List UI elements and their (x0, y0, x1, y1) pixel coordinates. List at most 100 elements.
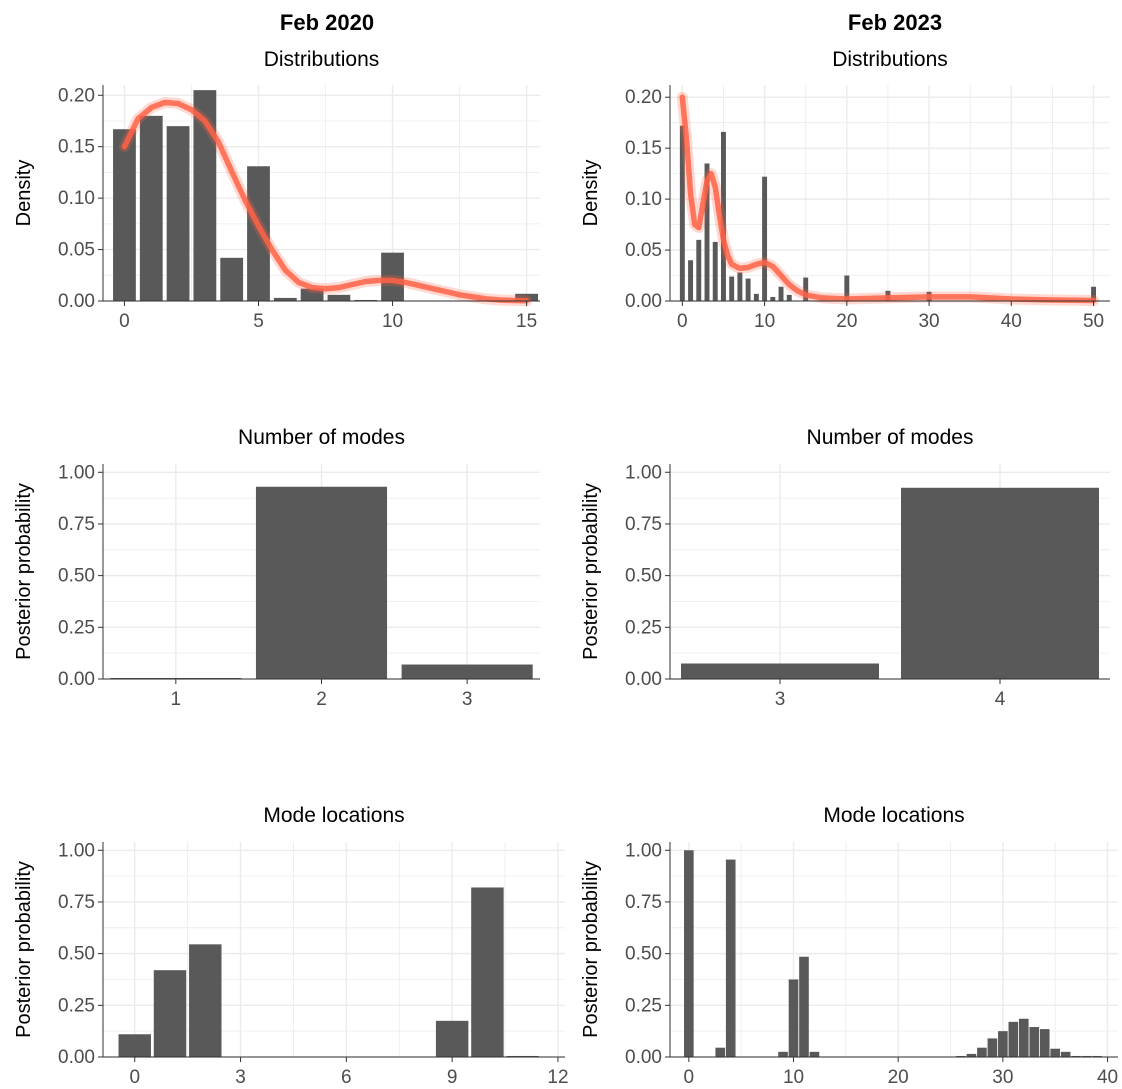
bar (803, 277, 809, 301)
x-tick-label: 50 (1083, 311, 1104, 332)
panel-number-of-modes-2023: Number of modes Posterior probability 0.00… (580, 426, 1110, 710)
bar (153, 970, 187, 1057)
panel-distributions-2023: Distributions Density 0.00 0.05 0.10 0.15 0.20… (580, 48, 1110, 332)
y-axis-label: Posterior probability (580, 483, 602, 660)
bar (998, 1031, 1008, 1057)
bar (1018, 1018, 1029, 1057)
panel-title: Distributions (832, 48, 948, 71)
bar (471, 887, 504, 1057)
bar (193, 90, 217, 302)
bar (1092, 1055, 1102, 1057)
bar (1071, 1055, 1081, 1057)
bar (401, 664, 533, 679)
panel-mode-locations-2023: Mode locations Posterior probability 0.00 0… (580, 804, 1118, 1088)
y-tick-label: 0.20 (58, 85, 95, 106)
y-tick-label: 0.75 (58, 514, 95, 535)
y-tick-label: 0.05 (58, 240, 95, 261)
y-tick-label: 0.00 (58, 1047, 95, 1068)
x-tick-label: 30 (992, 1067, 1013, 1088)
bar (381, 252, 404, 301)
bar (435, 1020, 469, 1057)
bar (715, 1047, 726, 1057)
bar (679, 125, 685, 301)
bar (809, 1051, 820, 1057)
bar (1029, 1027, 1040, 1057)
column-header-right: Feb 2023 (848, 10, 942, 35)
bar (688, 260, 694, 301)
y-tick-label: 0.15 (58, 137, 95, 158)
y-tick-label: 0.05 (625, 240, 662, 261)
panel-mode-locations-2020: Mode locations Posterior probability 0.00 0… (13, 804, 569, 1088)
y-tick-label: 0.20 (625, 87, 662, 108)
y-tick-label: 1.00 (58, 462, 95, 483)
bar (977, 1047, 987, 1057)
bar (745, 278, 751, 301)
x-tick-label: 20 (888, 1067, 909, 1088)
bars (684, 850, 1102, 1057)
y-tick-label: 1.00 (625, 462, 662, 483)
x-tick-label: 12 (547, 1067, 568, 1088)
bar (778, 286, 784, 301)
bar (778, 1051, 788, 1057)
x-tick-label: 3 (462, 689, 473, 710)
x-tick-label: 30 (918, 311, 939, 332)
y-tick-label: 0.25 (625, 617, 662, 638)
bar (506, 1055, 539, 1057)
bar (1081, 1055, 1092, 1057)
panel-title: Number of modes (238, 426, 405, 449)
bar (300, 288, 324, 301)
bar (189, 944, 222, 1057)
x-tick-label: 20 (836, 311, 857, 332)
y-axis-label: Density (580, 160, 602, 227)
x-tick-label: 4 (995, 689, 1006, 710)
y-tick-label: 0.15 (625, 138, 662, 159)
x-tick-label: 3 (235, 1067, 246, 1088)
bar (725, 859, 736, 1057)
bar (844, 275, 850, 301)
bar (220, 257, 244, 301)
panel-title: Number of modes (807, 426, 974, 449)
bar (1091, 286, 1097, 301)
bar (956, 1055, 966, 1057)
x-tick-label: 5 (253, 311, 264, 332)
bar (1008, 1021, 1019, 1057)
bar (1050, 1048, 1061, 1057)
bar (770, 296, 776, 301)
bar (273, 297, 297, 301)
gridlines (670, 85, 1110, 302)
x-tick-label: 10 (382, 311, 403, 332)
panel-distributions-2020: Distributions Density 0.00 0.05 0.10 0.15 0.20… (13, 48, 540, 332)
x-tick-label: 9 (447, 1067, 458, 1088)
panel-title: Mode locations (263, 804, 404, 827)
bar (1060, 1051, 1071, 1057)
gridlines (670, 842, 1118, 1058)
x-tick-label: 40 (1001, 311, 1022, 332)
y-tick-label: 0.10 (58, 188, 95, 209)
bar (515, 293, 538, 301)
bars (113, 90, 538, 302)
bar (247, 166, 270, 301)
x-tick-label: 10 (754, 311, 775, 332)
bar (788, 979, 799, 1057)
bar (729, 276, 735, 301)
y-axis-label: Density (13, 160, 35, 227)
bar (786, 294, 792, 301)
x-tick-label: 40 (1097, 1067, 1118, 1088)
bar (704, 163, 710, 301)
bars (118, 887, 539, 1057)
y-tick-label: 0.50 (58, 944, 95, 965)
bar (799, 956, 809, 1057)
x-tick-label: 0 (684, 1067, 695, 1088)
x-tick-label: 6 (341, 1067, 352, 1088)
x-tick-label: 0 (119, 311, 130, 332)
y-tick-label: 0.00 (625, 1047, 662, 1068)
bar (681, 663, 879, 679)
y-tick-label: 0.75 (625, 892, 662, 913)
y-tick-label: 0.25 (625, 995, 662, 1016)
bar (354, 299, 378, 301)
y-tick-label: 0.00 (58, 669, 95, 690)
x-tick-label: 0 (129, 1067, 140, 1088)
y-tick-label: 0.00 (625, 291, 662, 312)
y-axis-label: Posterior probability (13, 861, 35, 1038)
